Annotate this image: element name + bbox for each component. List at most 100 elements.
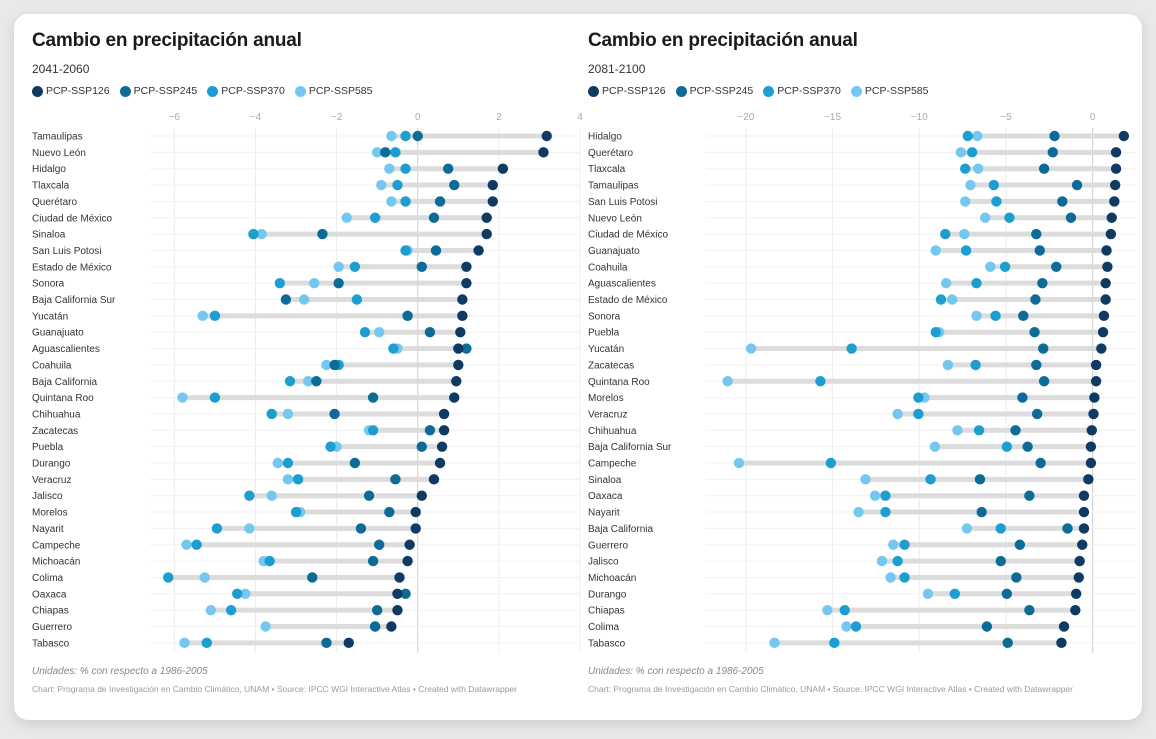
dot-ssp585 [386, 130, 397, 142]
legend-item-ssp370: PCP-SSP370 [207, 85, 285, 97]
dot-ssp370 [274, 277, 286, 289]
dot-ssp126 [1101, 245, 1112, 256]
dot-ssp585 [384, 163, 395, 174]
dot-ssp245 [1031, 359, 1042, 371]
state-row: Colima [32, 572, 580, 584]
dot-ssp126 [1078, 506, 1090, 518]
dot-ssp585 [282, 474, 294, 485]
dot-ssp245 [371, 604, 383, 616]
dot-ssp585 [955, 147, 967, 158]
state-row: Sonora [588, 310, 1136, 322]
dot-ssp245 [349, 457, 361, 469]
dot-ssp126 [1085, 457, 1097, 469]
state-label: Tabasco [588, 638, 626, 649]
state-row: Nuevo León [32, 147, 580, 159]
state-row: Ciudad de México [588, 228, 1136, 241]
state-label: Hidalgo [32, 164, 66, 175]
dot-ssp370 [966, 147, 978, 158]
state-row: Morelos [32, 506, 580, 519]
dot-ssp126 [457, 294, 468, 305]
x-tick-label: 4 [577, 112, 583, 123]
state-label: Zacatecas [32, 426, 78, 437]
dot-ssp126 [438, 408, 450, 420]
dot-ssp126 [410, 523, 421, 534]
dot-ssp370 [990, 310, 1001, 322]
x-tick-label: −4 [250, 112, 262, 123]
dot-ssp370 [400, 196, 411, 207]
state-row: Estado de México [588, 294, 1136, 306]
dot-ssp585 [952, 425, 963, 436]
state-label: Baja California Sur [588, 442, 672, 453]
dot-ssp585 [177, 392, 188, 403]
dot-ssp370 [850, 621, 862, 632]
state-label: Coahuila [32, 360, 72, 371]
dot-ssp245 [311, 376, 322, 387]
dot-ssp370 [359, 327, 371, 338]
dot-ssp370 [930, 327, 941, 338]
dot-ssp370 [390, 147, 401, 158]
dot-ssp126 [1070, 588, 1082, 599]
state-row: Coahuila [588, 261, 1136, 273]
state-label: Tlaxcala [588, 164, 626, 175]
legend-item-ssp245: PCP-SSP245 [675, 85, 753, 97]
dot-ssp245 [1030, 294, 1041, 305]
legend-item-ssp126: PCP-SSP126 [588, 85, 666, 97]
state-row: Michoacán [588, 572, 1136, 584]
dot-ssp245 [390, 474, 401, 485]
dot-ssp245 [369, 621, 381, 632]
dot-ssp126 [481, 228, 492, 240]
dot-ssp245 [424, 327, 436, 338]
dot-ssp370 [960, 163, 971, 174]
legend-label: PCP-SSP585 [864, 85, 929, 97]
state-row: Jalisco [32, 490, 580, 502]
dot-ssp370 [225, 604, 237, 616]
dot-ssp126 [402, 555, 413, 567]
dot-plot: −6 −4 −2 0 2 4 Tamaulipas Nuevo León Hidalgo Tlax… [32, 112, 583, 653]
dot-ssp245 [976, 506, 987, 518]
dot-ssp126 [1102, 261, 1113, 272]
state-label: Campeche [32, 540, 81, 551]
dot-ssp126 [404, 539, 415, 550]
dot-ssp126 [1088, 408, 1099, 420]
dot-ssp585 [960, 196, 971, 207]
dot-ssp370 [264, 555, 275, 567]
dot-ssp126 [453, 343, 464, 354]
state-label: Nuevo León [588, 213, 642, 224]
dot-ssp126 [451, 376, 462, 387]
dot-ssp245 [995, 555, 1006, 567]
state-row: Zacatecas [32, 425, 580, 437]
state-label: Quintana Roo [32, 393, 94, 404]
state-row: Coahuila [32, 359, 580, 371]
dot-ssp585 [244, 523, 255, 534]
state-row: Aguascalientes [588, 277, 1136, 290]
dot-ssp126 [461, 261, 472, 272]
chart-subtitle: 2041-2060 [32, 62, 90, 76]
x-tick-label: 0 [1090, 112, 1096, 123]
dot-ssp245 [1017, 392, 1028, 403]
state-label: Estado de México [588, 295, 668, 306]
dot-ssp585 [853, 506, 864, 518]
state-label: Sonora [32, 279, 65, 290]
state-row: Ciudad de México [32, 212, 580, 224]
state-label: Veracruz [32, 475, 71, 486]
dot-ssp370 [988, 179, 1000, 191]
dot-ssp245 [1049, 130, 1060, 142]
dot-ssp370 [892, 555, 903, 567]
state-label: Querétaro [588, 148, 633, 159]
state-row: Morelos [588, 392, 1136, 404]
state-label: Tamaulipas [588, 181, 639, 192]
legend-swatch-ssp126 [32, 85, 43, 97]
units-note: Unidades: % con respecto a 1986-2005 [588, 666, 764, 677]
state-label: San Luis Potosi [32, 246, 102, 257]
dot-ssp245 [1034, 245, 1045, 256]
legend-swatch-ssp245 [675, 85, 687, 97]
dot-ssp585 [260, 621, 271, 632]
dot-ssp245 [380, 147, 391, 158]
legend-swatch-ssp370 [207, 85, 219, 97]
dot-ssp245 [1051, 261, 1062, 272]
state-row: Oaxaca [588, 490, 1136, 502]
dot-ssp585 [256, 228, 267, 240]
dot-ssp126 [1089, 392, 1100, 403]
dot-ssp585 [376, 179, 387, 191]
dot-ssp370 [829, 637, 840, 649]
